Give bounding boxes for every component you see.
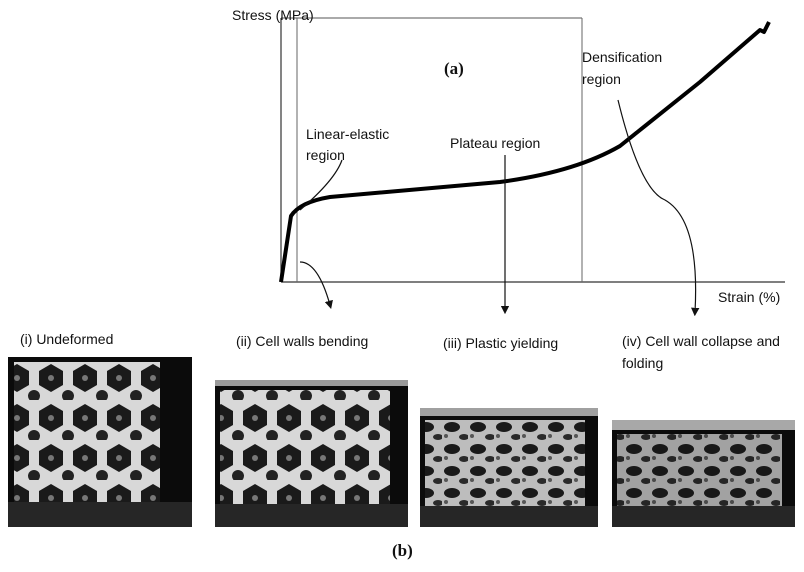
arrow xyxy=(300,262,330,305)
deformation-stages: (i) Undeformed (ii) Cell walls bending (… xyxy=(8,331,795,560)
platen xyxy=(420,506,598,527)
stage-label: (ii) Cell walls bending xyxy=(236,333,368,349)
photo-undeformed xyxy=(8,357,192,527)
platen xyxy=(215,504,408,527)
stress-strain-plot: Stress (MPa) Strain (%) (a) Linear-elast… xyxy=(232,7,785,312)
panel-label: (b) xyxy=(392,541,413,560)
photo-bending xyxy=(215,380,408,527)
stage-label: (iii) Plastic yielding xyxy=(443,335,558,351)
photo-collapse xyxy=(612,420,795,527)
figure: Stress (MPa) Strain (%) (a) Linear-elast… xyxy=(0,0,804,567)
platen xyxy=(8,502,192,527)
platen xyxy=(612,420,795,430)
arrow xyxy=(618,100,696,312)
platen xyxy=(215,380,408,386)
region-label: Plateau region xyxy=(450,135,540,151)
panel-label: (a) xyxy=(444,59,464,78)
region-label: Linear-elastic xyxy=(306,126,389,142)
lattice xyxy=(220,390,390,504)
stress-strain-curve xyxy=(281,22,769,282)
stage-label: (iv) Cell wall collapse and xyxy=(622,333,780,349)
region-label: region xyxy=(306,147,345,163)
platen xyxy=(420,408,598,416)
x-axis-label: Strain (%) xyxy=(718,289,780,305)
platen xyxy=(612,506,795,527)
lattice xyxy=(425,420,585,506)
lattice xyxy=(617,434,782,506)
region-label: region xyxy=(582,71,621,87)
region-label: Densification xyxy=(582,49,662,65)
photo-yielding xyxy=(420,408,598,527)
page: {"panel_a": {"label": "(a)", "y_axis": "… xyxy=(0,0,804,567)
y-axis-label: Stress (MPa) xyxy=(232,7,314,23)
lattice xyxy=(14,362,160,502)
stage-label: folding xyxy=(622,355,663,371)
stage-label: (i) Undeformed xyxy=(20,331,113,347)
